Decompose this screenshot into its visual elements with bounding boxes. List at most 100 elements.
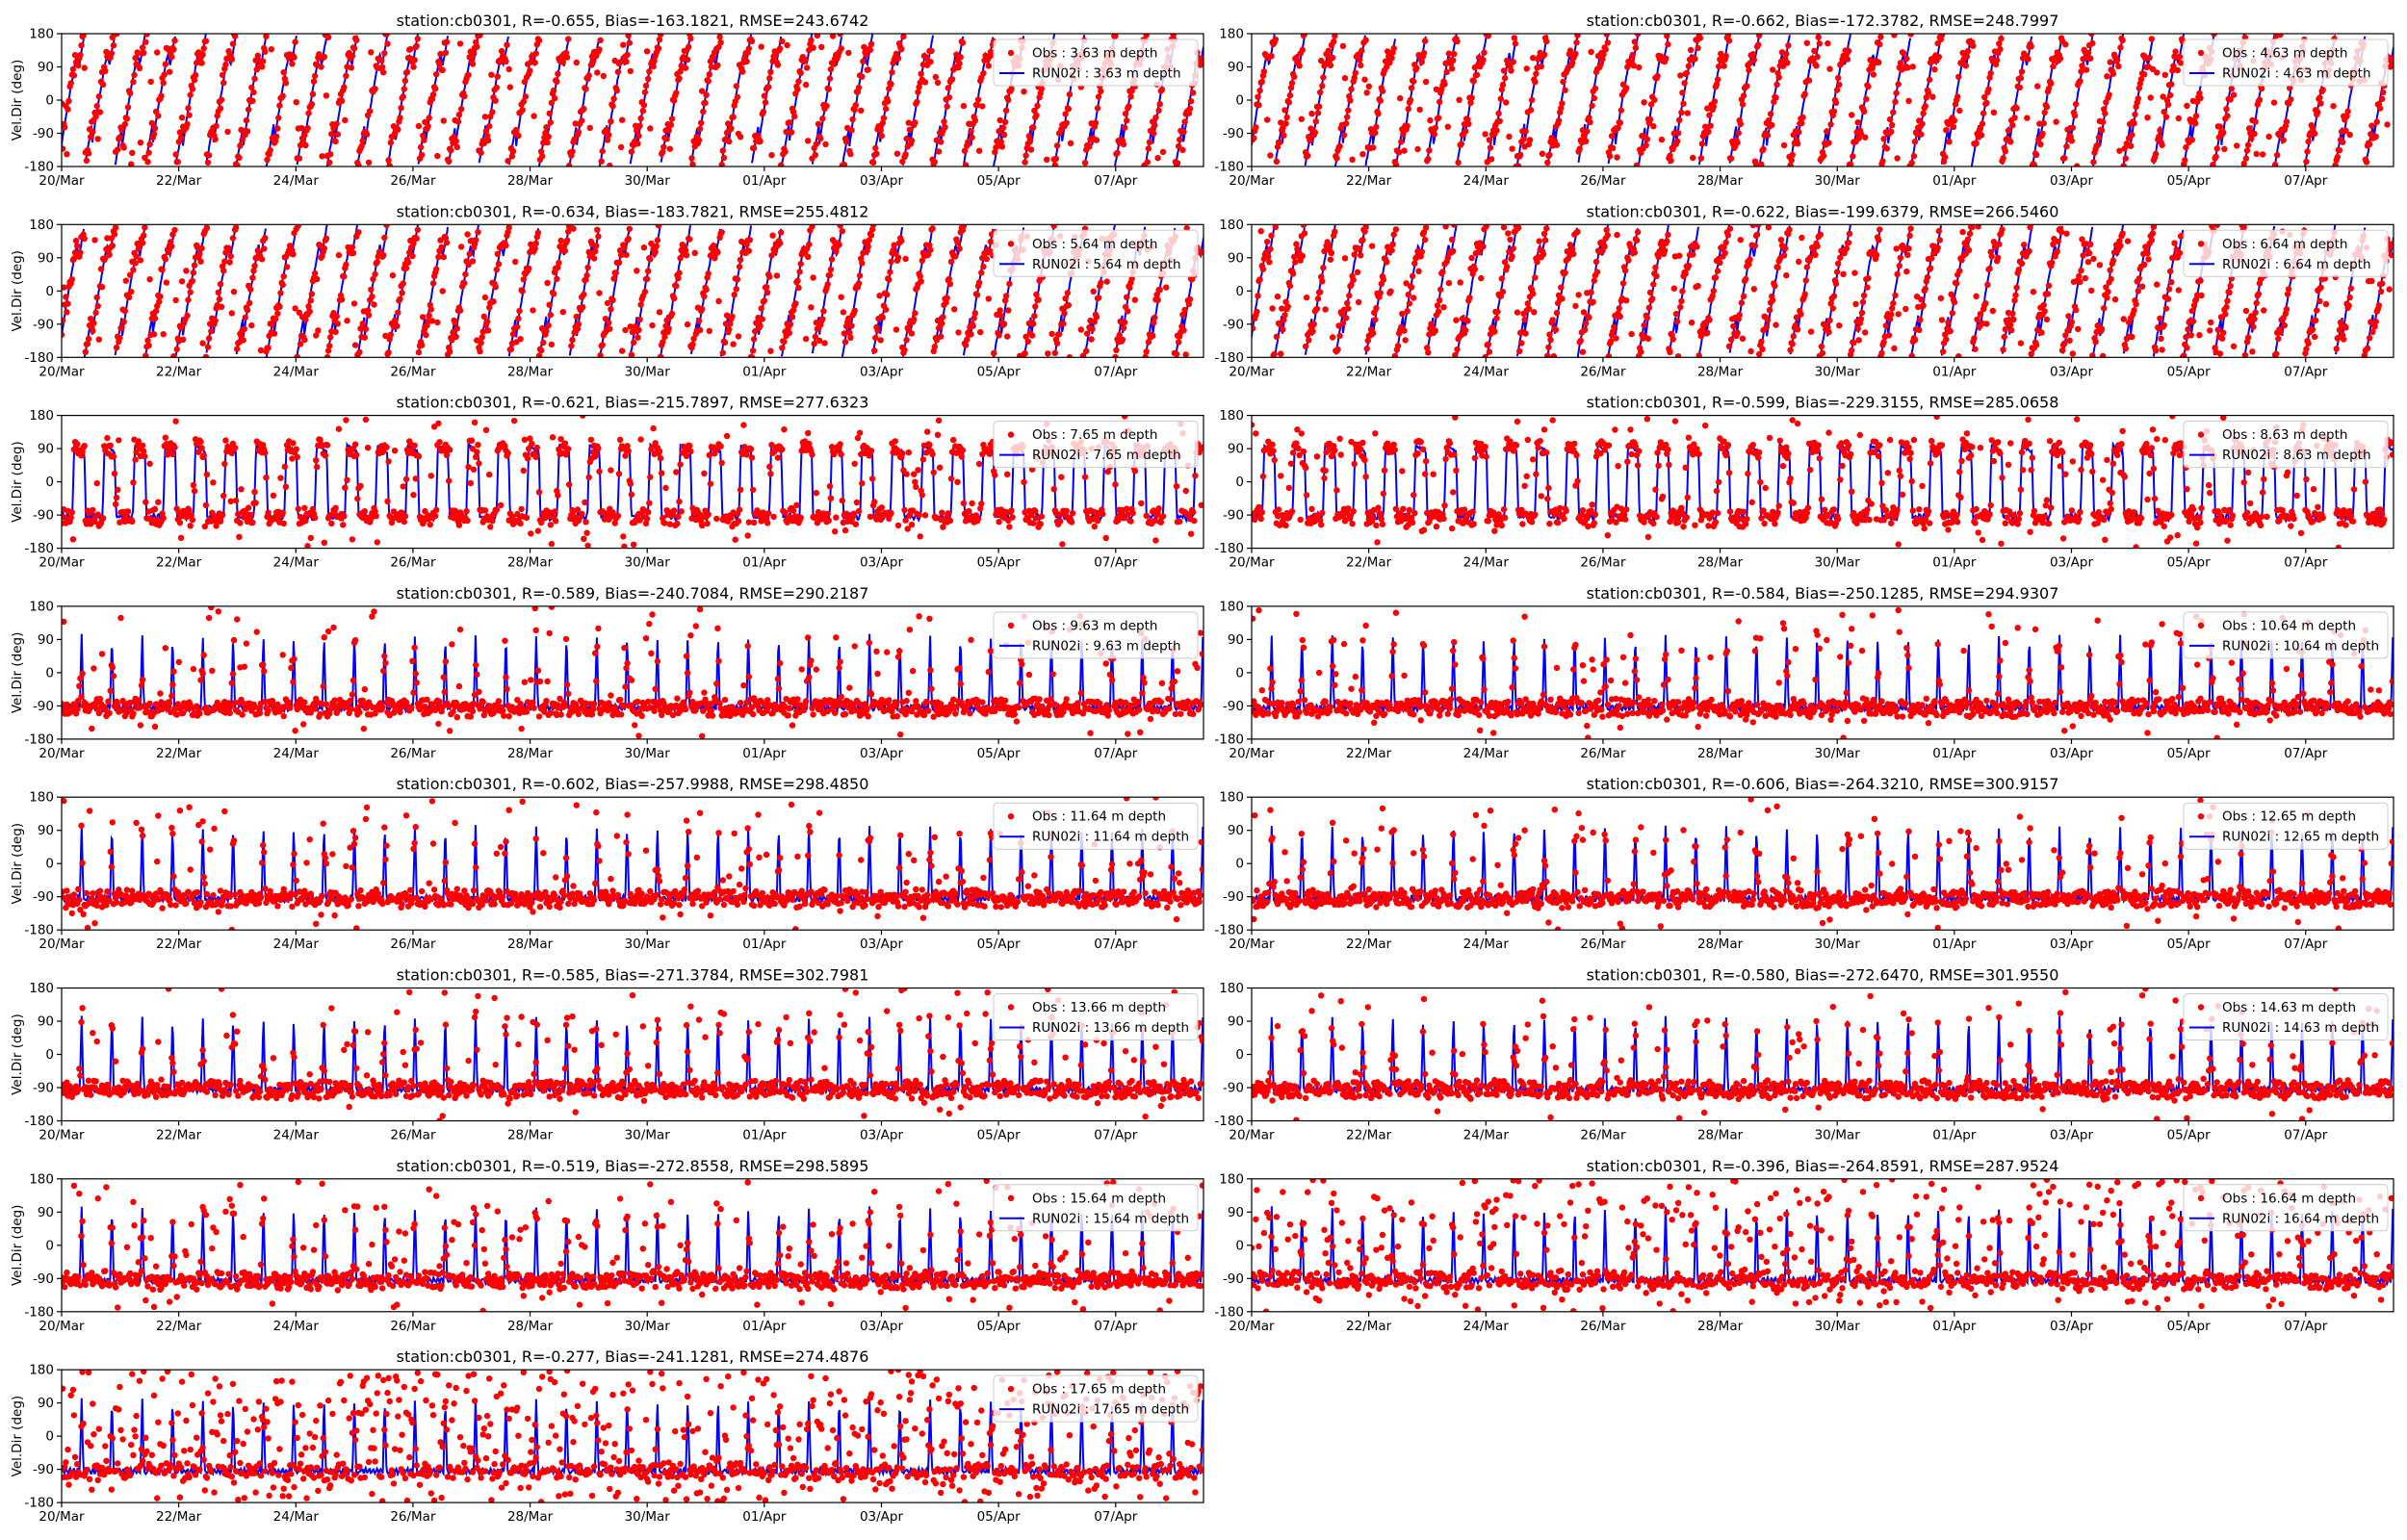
obs-point bbox=[1873, 251, 1880, 259]
obs-point bbox=[2309, 326, 2316, 333]
obs-point bbox=[2061, 340, 2068, 346]
obs-point bbox=[1348, 281, 1355, 289]
obs-point bbox=[1725, 38, 1733, 44]
obs-point bbox=[2159, 141, 2165, 148]
obs-point bbox=[1737, 120, 1745, 128]
obs-point bbox=[826, 75, 834, 82]
obs-point bbox=[822, 141, 829, 148]
obs-point bbox=[1922, 103, 1928, 110]
obs-point bbox=[1706, 112, 1713, 118]
obs-point bbox=[797, 69, 804, 77]
obs-point bbox=[2210, 161, 2216, 167]
obs-point bbox=[2223, 303, 2230, 311]
obs-point bbox=[758, 43, 764, 50]
obs-point bbox=[252, 500, 259, 506]
obs-point bbox=[298, 124, 305, 132]
obs-point bbox=[782, 148, 789, 155]
obs-point bbox=[1692, 56, 1698, 63]
obs-point bbox=[1526, 137, 1534, 143]
y-tick-label: -180 bbox=[24, 350, 54, 366]
obs-point bbox=[1006, 280, 1013, 288]
obs-point bbox=[1408, 284, 1415, 291]
obs-point bbox=[2336, 147, 2343, 154]
obs-point bbox=[343, 72, 349, 80]
obs-point bbox=[484, 137, 492, 144]
obs-point bbox=[1677, 303, 1684, 311]
obs-point bbox=[389, 271, 397, 279]
obs-point bbox=[1497, 95, 1505, 102]
obs-point bbox=[293, 446, 299, 452]
obs-point bbox=[2057, 55, 2064, 62]
obs-point bbox=[401, 86, 407, 92]
obs-point bbox=[1279, 305, 1285, 312]
obs-point bbox=[2050, 63, 2057, 70]
obs-point bbox=[402, 475, 410, 483]
obs-point bbox=[438, 244, 445, 251]
legend-box bbox=[993, 38, 1199, 87]
obs-point bbox=[1725, 343, 1733, 349]
obs-point bbox=[272, 316, 279, 322]
obs-point bbox=[575, 129, 582, 136]
obs-point bbox=[415, 453, 423, 460]
obs-point bbox=[313, 457, 320, 464]
obs-point bbox=[514, 323, 521, 330]
x-tick-label: 26/Mar bbox=[1580, 364, 1626, 379]
obs-point bbox=[1462, 128, 1469, 135]
obs-point bbox=[1654, 72, 1661, 80]
obs-point bbox=[465, 464, 472, 471]
obs-point bbox=[2277, 34, 2284, 38]
obs-point bbox=[1850, 153, 1856, 160]
obs-point bbox=[1091, 319, 1099, 325]
obs-point bbox=[1588, 289, 1594, 295]
obs-point bbox=[772, 52, 779, 59]
obs-point bbox=[776, 240, 784, 246]
obs-point bbox=[689, 161, 696, 167]
obs-point bbox=[1190, 90, 1197, 96]
obs-point bbox=[1794, 141, 1801, 147]
obs-point bbox=[1478, 274, 1485, 282]
obs-point bbox=[246, 299, 253, 307]
obs-point bbox=[227, 498, 234, 504]
y-tick-label: 90 bbox=[38, 60, 54, 75]
obs-point bbox=[1812, 251, 1819, 258]
obs-point bbox=[1421, 236, 1429, 244]
obs-point bbox=[877, 337, 884, 344]
obs-point bbox=[1177, 136, 1183, 143]
obs-point bbox=[797, 260, 804, 268]
obs-point bbox=[365, 312, 373, 319]
panel-title: station:cb0301, R=-0.622, Bias=-199.6379… bbox=[1587, 202, 2059, 220]
obs-point bbox=[1832, 280, 1840, 288]
obs-point bbox=[1966, 230, 1974, 237]
obs-point bbox=[132, 260, 139, 267]
obs-point bbox=[443, 239, 451, 246]
obs-point bbox=[1501, 259, 1509, 266]
obs-point bbox=[1112, 34, 1119, 39]
obs-point bbox=[218, 303, 225, 310]
obs-point bbox=[1281, 312, 1288, 319]
obs-point bbox=[1895, 81, 1902, 88]
obs-point bbox=[493, 506, 500, 513]
obs-point bbox=[971, 117, 978, 124]
obs-point bbox=[686, 236, 693, 243]
obs-point bbox=[515, 132, 522, 140]
obs-point bbox=[1550, 353, 1557, 358]
panel-2: station:cb0301, R=-0.662, Bias=-172.3782… bbox=[1214, 12, 2394, 189]
obs-point bbox=[2119, 37, 2126, 44]
obs-point bbox=[1256, 276, 1263, 283]
obs-point bbox=[1840, 270, 1847, 277]
obs-point bbox=[856, 272, 864, 279]
legend-model-label: RUN02i : 4.63 m depth bbox=[2222, 66, 2371, 82]
obs-point bbox=[1597, 62, 1604, 68]
obs-point bbox=[1364, 337, 1372, 345]
obs-point bbox=[1716, 63, 1722, 70]
obs-point bbox=[2149, 65, 2157, 73]
obs-point bbox=[2258, 85, 2265, 92]
obs-point bbox=[305, 303, 312, 310]
obs-point bbox=[2116, 238, 2123, 244]
obs-point bbox=[1931, 66, 1938, 73]
obs-point bbox=[915, 89, 921, 95]
obs-point bbox=[1351, 74, 1358, 82]
obs-point bbox=[2117, 44, 2124, 51]
obs-point bbox=[1722, 239, 1729, 246]
obs-point bbox=[1744, 83, 1750, 90]
